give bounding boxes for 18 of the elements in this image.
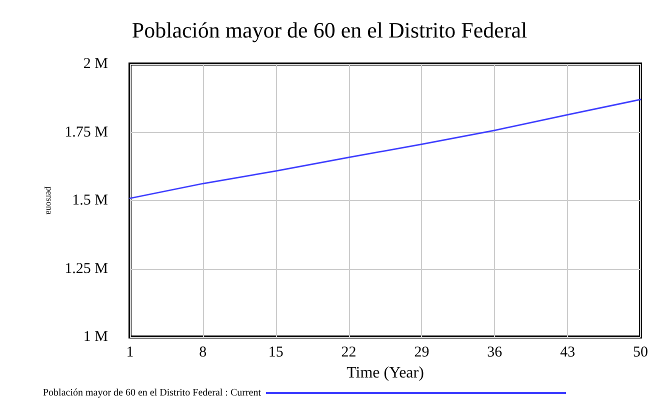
text: Población mayor de 60 en el Distrito Federal : Current (42, 388, 262, 398)
x-tick-label: 22 (341, 344, 356, 360)
x-tick-label: 50 (633, 344, 648, 360)
x-tick-label: 29 (414, 344, 430, 360)
y-axis-title: persona (44, 186, 54, 214)
y-tick-label: 1.75 M (64, 124, 108, 140)
x-axis-title: Time (Year) (346, 364, 424, 382)
y-tick-label: 1 M (83, 329, 108, 345)
line-series (129, 98, 642, 200)
x-tick-label: 43 (560, 344, 576, 360)
y-tick-label: 2 M (83, 56, 108, 72)
chart-title: Población mayor de 60 en el Distrito Federal (132, 18, 528, 42)
y-tick-label: 1.25 M (64, 260, 108, 277)
x-tick-label: 1 (126, 344, 134, 360)
x-tick-label: 15 (268, 344, 284, 360)
y-tick-label: 1.5 M (72, 192, 108, 208)
x-tick-label: 8 (199, 344, 207, 360)
x-tick-label: 36 (487, 344, 503, 360)
